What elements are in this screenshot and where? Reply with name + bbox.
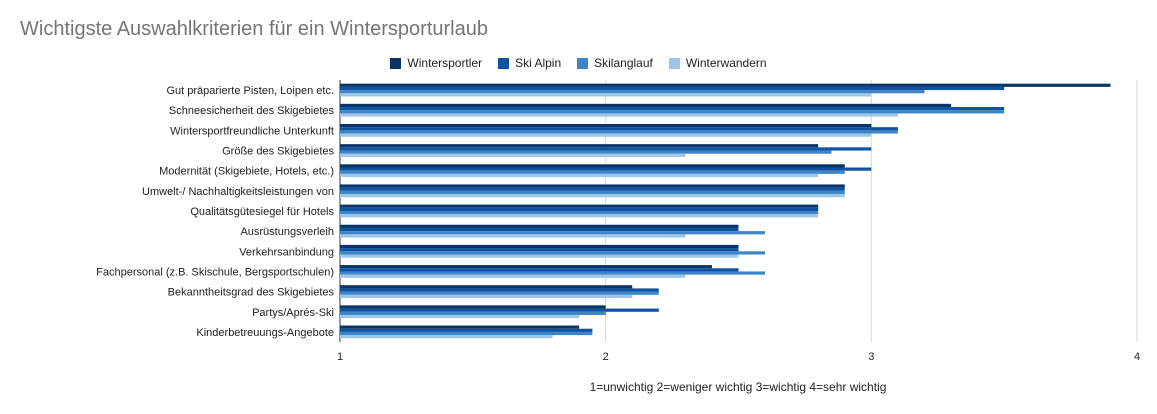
legend-label: Wintersportler	[407, 56, 483, 70]
bar	[340, 153, 686, 157]
bar	[340, 173, 819, 178]
bar	[340, 268, 739, 272]
bar	[340, 308, 659, 312]
bar	[340, 86, 1005, 91]
bar	[340, 328, 593, 332]
bar	[340, 274, 686, 278]
y-category-label: Umwelt-/ Nachhaltigkeitsleistungen von	[142, 186, 334, 198]
bar	[340, 150, 832, 154]
bar	[340, 127, 898, 131]
y-category-label: Kinderbetreuungs-Angebote	[196, 327, 334, 339]
y-category-label: Größe des Skigebietes	[222, 146, 334, 158]
bar	[340, 93, 872, 97]
bar	[340, 103, 952, 108]
bar	[340, 207, 819, 211]
y-category-label: Fachpersonal (z.B. Skischule, Bergsports…	[96, 266, 334, 278]
x-tick-label: 1	[337, 351, 343, 363]
y-category-label: Ausrüstungsverleih	[240, 226, 334, 238]
bar	[340, 285, 633, 289]
y-category-label: Verkehrsanbindung	[239, 246, 334, 258]
bar	[340, 130, 898, 134]
legend-swatch	[498, 57, 510, 69]
y-category-label: Qualitätsgütesiegel für Hotels	[190, 206, 334, 218]
legend-label: Ski Alpin	[515, 56, 562, 70]
y-category-label: Gut präparierte Pisten, Loipen etc.	[166, 85, 334, 97]
bar	[340, 187, 845, 191]
y-category-label: Partys/Aprés-Ski	[252, 307, 334, 319]
bar	[340, 107, 1005, 111]
bar	[340, 170, 845, 174]
bar	[340, 204, 819, 208]
bar	[340, 234, 686, 238]
legend-item: Ski Alpin	[498, 56, 561, 70]
legend-item: Winterwandern	[668, 56, 767, 70]
bar	[340, 190, 845, 195]
bar	[340, 144, 819, 148]
chart-title: Wichtigste Auswahlkriterien für ein Wint…	[20, 18, 488, 40]
bar	[340, 271, 766, 275]
bar	[340, 110, 1005, 114]
bar	[340, 224, 739, 228]
y-category-label: Schneesicherheit des Skigebietes	[169, 105, 335, 117]
bar	[340, 335, 553, 339]
bar	[340, 214, 819, 218]
bar	[340, 90, 925, 94]
bar	[340, 147, 872, 151]
x-tick-label: 3	[868, 351, 874, 363]
bar	[340, 294, 633, 299]
bar	[340, 194, 845, 198]
legend-label: Skilanglauf	[594, 56, 653, 70]
bar	[340, 291, 659, 295]
bar	[340, 305, 606, 309]
bar	[340, 211, 819, 215]
x-axis-caption: 1=unwichtig 2=weniger wichtig 3=wichtig …	[589, 380, 887, 394]
legend-item: Skilanglauf	[577, 56, 653, 70]
legend-item: Wintersportler	[390, 56, 482, 70]
bar	[340, 331, 593, 336]
bar	[340, 265, 712, 269]
bar	[340, 113, 898, 117]
bar	[340, 325, 580, 329]
bar	[340, 248, 739, 252]
bar	[340, 133, 872, 137]
bar	[340, 231, 766, 235]
legend-label: Winterwandern	[685, 56, 767, 70]
bar	[340, 167, 872, 171]
legend: Wintersportler Ski Alpin Skilanglauf Winter…	[0, 56, 1157, 70]
y-category-label: Bekanntheitsgrad des Skigebietes	[168, 287, 335, 299]
bar	[340, 164, 845, 168]
bar	[340, 184, 845, 188]
bar	[340, 83, 1111, 87]
bar	[340, 254, 739, 258]
y-category-label: Modernität (Skigebiete, Hotels, etc.)	[159, 166, 334, 178]
bar	[340, 311, 606, 315]
y-category-label: Wintersportfreundliche Unterkunft	[170, 125, 334, 137]
bar	[340, 288, 659, 292]
legend-swatch	[390, 57, 402, 69]
legend-swatch	[668, 57, 680, 69]
bar	[340, 314, 580, 319]
bar	[340, 227, 739, 232]
x-tick-label: 4	[1134, 351, 1140, 363]
legend-swatch	[577, 57, 589, 69]
bar	[340, 123, 872, 128]
bar	[340, 251, 766, 255]
x-tick-label: 2	[603, 351, 609, 363]
bar	[340, 244, 739, 249]
